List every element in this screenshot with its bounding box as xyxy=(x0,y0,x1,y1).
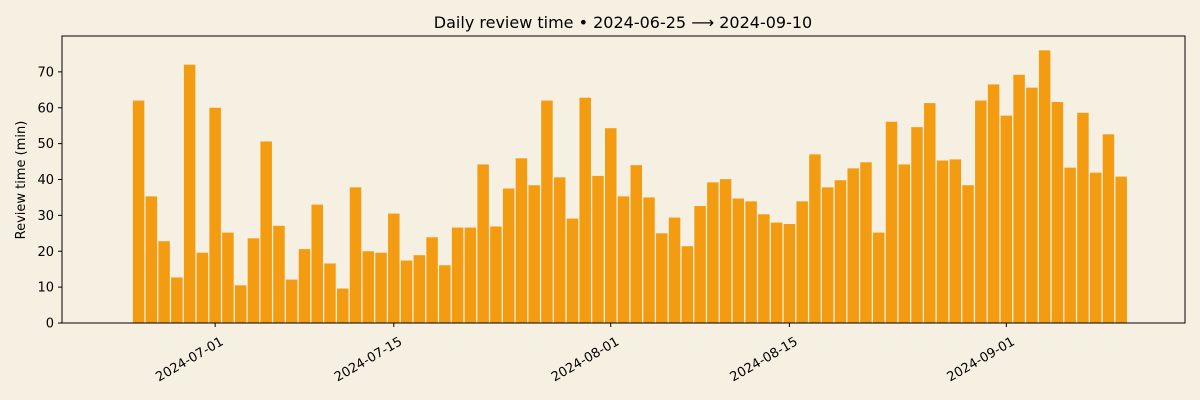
bar xyxy=(783,223,796,323)
bar xyxy=(605,128,617,323)
bar xyxy=(349,187,362,323)
x-axis-ticks: 2024-07-01 2024-07-15 2024-08-01 2024-08-15… xyxy=(153,323,1018,385)
bar xyxy=(924,103,936,323)
y-tick-label: 0 xyxy=(46,317,54,332)
bar xyxy=(247,238,260,323)
bar xyxy=(975,100,987,323)
bar xyxy=(260,141,272,323)
bar xyxy=(719,179,732,323)
bar xyxy=(566,218,579,323)
y-axis-label: Review time (min) xyxy=(14,121,29,240)
bar xyxy=(183,64,196,323)
y-axis-ticks: 0 10 20 30 40 50 60 70 xyxy=(37,65,62,332)
y-tick-label: 30 xyxy=(37,209,54,224)
bar xyxy=(324,263,336,323)
bar xyxy=(987,84,1000,324)
y-tick-label: 10 xyxy=(37,281,54,296)
bar xyxy=(1051,102,1064,323)
bar xyxy=(171,277,183,323)
bar xyxy=(234,285,247,323)
bar xyxy=(1115,176,1127,323)
y-tick-label: 40 xyxy=(37,173,54,188)
bar xyxy=(834,180,847,323)
bar xyxy=(145,196,158,323)
bar xyxy=(936,160,949,323)
bar xyxy=(758,214,770,323)
bar xyxy=(362,251,375,323)
bar xyxy=(413,255,426,323)
bar xyxy=(477,164,489,323)
bar xyxy=(656,233,668,323)
bar xyxy=(502,188,515,323)
bar xyxy=(426,237,438,323)
bar xyxy=(553,177,566,323)
bar xyxy=(222,232,234,323)
bar xyxy=(196,252,209,323)
bar xyxy=(860,162,872,323)
bar xyxy=(464,227,477,323)
bar xyxy=(490,226,502,323)
plot-frame xyxy=(61,35,1186,324)
bar xyxy=(796,201,808,323)
bars xyxy=(132,50,1127,324)
bar xyxy=(668,217,681,323)
bar xyxy=(209,107,221,323)
bar xyxy=(885,121,898,324)
bar xyxy=(337,288,349,323)
bar xyxy=(847,168,859,323)
bar xyxy=(949,159,962,323)
bar xyxy=(745,201,757,323)
y-tick-label: 20 xyxy=(37,245,54,260)
bar xyxy=(400,260,413,323)
bar xyxy=(732,198,745,323)
bar xyxy=(528,185,540,323)
bar xyxy=(388,213,400,323)
bar xyxy=(1038,50,1051,323)
bar xyxy=(1102,134,1115,323)
bar xyxy=(285,279,298,323)
bar xyxy=(1077,112,1089,324)
y-tick-label: 70 xyxy=(37,65,54,80)
bar xyxy=(515,158,528,323)
bar xyxy=(439,265,451,323)
bar xyxy=(541,100,553,323)
bar xyxy=(579,97,591,324)
chart-title: Daily review time • 2024-06-25 ⟶ 2024-09… xyxy=(434,13,812,32)
bar xyxy=(1064,167,1076,323)
bar xyxy=(451,227,464,323)
bar xyxy=(872,232,885,323)
bar xyxy=(617,196,630,323)
y-tick-label: 50 xyxy=(37,137,54,152)
bar xyxy=(962,185,974,323)
y-tick-label: 60 xyxy=(37,101,54,116)
bar xyxy=(707,182,719,323)
bar xyxy=(298,249,311,323)
bar xyxy=(911,127,923,324)
x-tick-label: 2024-08-01 xyxy=(549,334,622,385)
x-tick-label: 2024-07-01 xyxy=(153,334,226,385)
x-tick-label: 2024-09-01 xyxy=(945,334,1018,385)
bar xyxy=(132,100,145,323)
bar xyxy=(694,206,706,323)
bar xyxy=(1026,87,1038,323)
bar xyxy=(770,222,783,323)
bar xyxy=(643,197,655,323)
bar xyxy=(898,164,910,323)
bar xyxy=(681,246,694,323)
bar xyxy=(1013,74,1025,323)
bar xyxy=(1089,172,1102,323)
bar xyxy=(630,165,643,323)
x-tick-label: 2024-08-15 xyxy=(728,334,801,385)
x-tick-label: 2024-07-15 xyxy=(332,334,405,385)
bar xyxy=(1000,115,1013,323)
bar xyxy=(375,252,387,323)
bar xyxy=(592,175,604,323)
bar xyxy=(821,187,834,323)
bar xyxy=(158,241,170,323)
bar xyxy=(273,225,285,323)
bar xyxy=(809,154,821,323)
bar xyxy=(311,204,323,323)
